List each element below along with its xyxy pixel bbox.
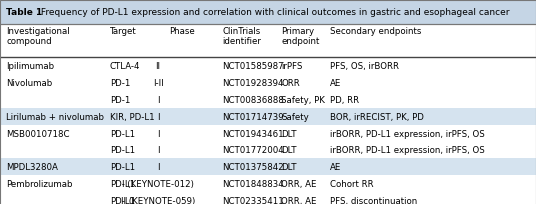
Text: I: I <box>157 162 159 171</box>
Bar <box>0 108 536 125</box>
Text: PD-L1: PD-L1 <box>110 179 135 188</box>
Text: NCT01928394: NCT01928394 <box>222 79 284 88</box>
Text: II: II <box>155 62 161 71</box>
Text: PD-1: PD-1 <box>110 95 130 104</box>
Text: PD-L1: PD-L1 <box>110 129 135 138</box>
Text: MSB0010718C: MSB0010718C <box>6 129 70 138</box>
Text: Pembrolizumab: Pembrolizumab <box>6 179 73 188</box>
Text: MPDL3280A: MPDL3280A <box>6 162 58 171</box>
Text: irBORR, PD-L1 expression, irPFS, OS: irBORR, PD-L1 expression, irPFS, OS <box>330 146 485 155</box>
Text: I (KEYNOTE-012): I (KEYNOTE-012) <box>122 179 194 188</box>
Text: NCT01848834: NCT01848834 <box>222 179 284 188</box>
Text: Secondary endpoints: Secondary endpoints <box>330 27 421 35</box>
Text: PD-1: PD-1 <box>110 79 130 88</box>
Text: NCT01943461: NCT01943461 <box>222 129 284 138</box>
Text: DLT: DLT <box>281 162 297 171</box>
Text: BOR, irRECIST, PK, PD: BOR, irRECIST, PK, PD <box>330 112 423 121</box>
Text: PD, RR: PD, RR <box>330 95 359 104</box>
Text: Investigational
compound: Investigational compound <box>6 27 70 46</box>
Text: Frequency of PD-L1 expression and correlation with clinical outcomes in gastric : Frequency of PD-L1 expression and correl… <box>38 8 509 17</box>
Text: I-II: I-II <box>153 79 163 88</box>
Text: PD-L1: PD-L1 <box>110 196 135 204</box>
Text: AE: AE <box>330 79 341 88</box>
Text: I: I <box>157 95 159 104</box>
Text: NCT01772004: NCT01772004 <box>222 146 284 155</box>
Text: Target: Target <box>110 27 137 35</box>
Text: AE: AE <box>330 162 341 171</box>
Text: Ipilimumab: Ipilimumab <box>6 62 55 71</box>
Bar <box>0 1 536 24</box>
Text: NCT01375842: NCT01375842 <box>222 162 284 171</box>
Text: Safety: Safety <box>281 112 309 121</box>
Text: Safety, PK: Safety, PK <box>281 95 325 104</box>
Text: I: I <box>157 112 159 121</box>
Text: Nivolumab: Nivolumab <box>6 79 53 88</box>
Text: Table 1: Table 1 <box>6 8 43 17</box>
Text: NCT01714739: NCT01714739 <box>222 112 284 121</box>
Text: Primary
endpoint: Primary endpoint <box>281 27 320 46</box>
Text: DLT: DLT <box>281 129 297 138</box>
Text: CTLA-4: CTLA-4 <box>110 62 140 71</box>
Text: II (KEYNOTE-059): II (KEYNOTE-059) <box>121 196 195 204</box>
Text: ORR, AE: ORR, AE <box>281 196 317 204</box>
Text: irBORR, PD-L1 expression, irPFS, OS: irBORR, PD-L1 expression, irPFS, OS <box>330 129 485 138</box>
Text: DLT: DLT <box>281 146 297 155</box>
Text: NCT01585987: NCT01585987 <box>222 62 284 71</box>
Text: KIR, PD-L1: KIR, PD-L1 <box>110 112 154 121</box>
Text: Lirilumab + nivolumab: Lirilumab + nivolumab <box>6 112 105 121</box>
Text: PD-L1: PD-L1 <box>110 146 135 155</box>
Text: NCT02335411: NCT02335411 <box>222 196 284 204</box>
Bar <box>0 159 536 175</box>
Text: ORR, AE: ORR, AE <box>281 179 317 188</box>
Text: Phase: Phase <box>169 27 195 35</box>
Text: PD-L1: PD-L1 <box>110 162 135 171</box>
Text: irPFS: irPFS <box>281 62 303 71</box>
Text: I: I <box>157 146 159 155</box>
Text: ClinTrials
identifier: ClinTrials identifier <box>222 27 262 46</box>
Text: I: I <box>157 129 159 138</box>
Text: ORR: ORR <box>281 79 300 88</box>
Text: PFS, OS, irBORR: PFS, OS, irBORR <box>330 62 399 71</box>
Text: NCT00836888: NCT00836888 <box>222 95 284 104</box>
Text: PFS, discontinuation: PFS, discontinuation <box>330 196 417 204</box>
Text: Cohort RR: Cohort RR <box>330 179 373 188</box>
